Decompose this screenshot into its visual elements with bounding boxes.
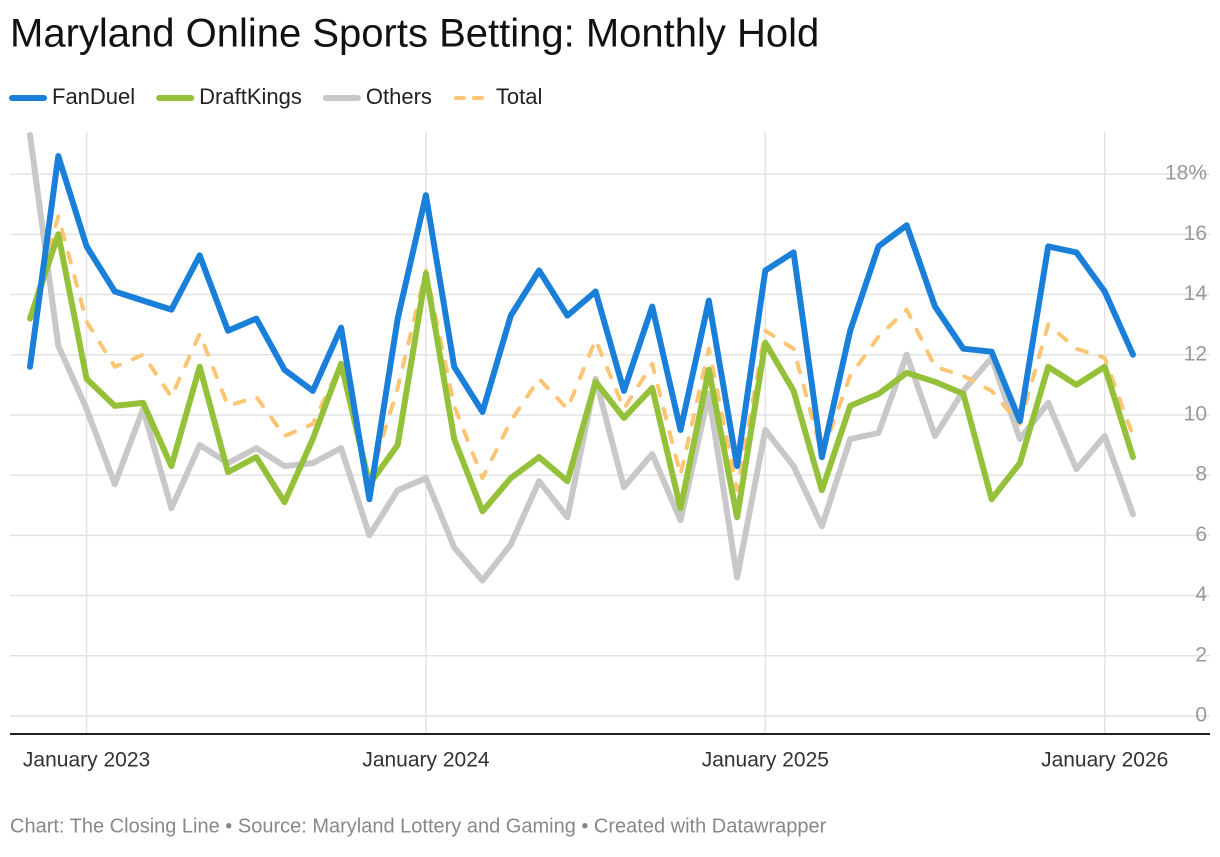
y-tick-label: 6	[1195, 523, 1207, 546]
x-tick-label: January 2026	[1041, 749, 1168, 772]
y-tick-label: 10	[1184, 402, 1207, 425]
series-line	[28, 214, 1135, 493]
legend-label: DraftKings	[199, 84, 302, 109]
legend-label: FanDuel	[52, 84, 135, 109]
x-tick-label: January 2023	[23, 749, 150, 772]
y-tick-label: 12	[1184, 342, 1207, 365]
series-line	[27, 132, 1136, 584]
y-tick-label: 14	[1184, 282, 1208, 305]
y-tick-label: 16	[1184, 222, 1207, 245]
x-tick-label: January 2025	[702, 749, 829, 772]
x-tick-label: January 2024	[362, 749, 490, 772]
legend-label: Others	[366, 84, 432, 109]
footer: Chart: The Closing Line • Source: Maryla…	[10, 815, 827, 837]
series-line	[27, 153, 1136, 503]
y-tick-label: 4	[1195, 583, 1207, 606]
chart-title: Maryland Online Sports Betting: Monthly …	[10, 12, 819, 56]
y-tick-label: 8	[1195, 463, 1207, 486]
y-tick-label: 18%	[1165, 162, 1207, 185]
legend-label: Total	[496, 84, 542, 109]
y-tick-label: 0	[1195, 703, 1207, 726]
series-line	[27, 231, 1136, 521]
y-tick-label: 2	[1195, 643, 1207, 666]
